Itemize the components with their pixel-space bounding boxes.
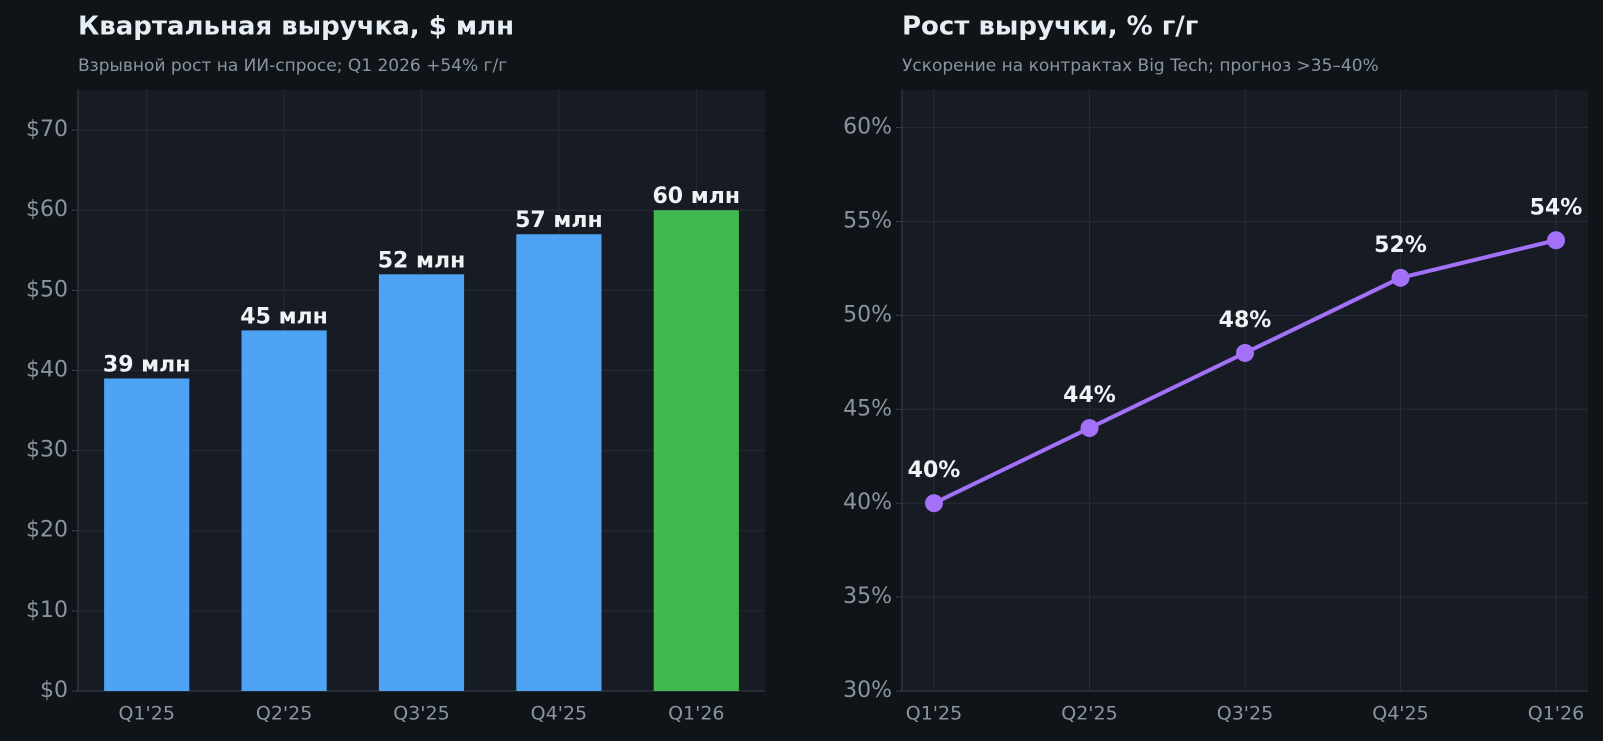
y-tick-label: 30% (843, 678, 892, 703)
point (1391, 268, 1410, 287)
chart-subtitle: Ускорение на контрактах Big Tech; прогно… (902, 56, 1379, 76)
value-label: 45 млн (240, 304, 328, 329)
x-tick-label: Q2'25 (256, 703, 312, 725)
y-tick-label: 40% (843, 490, 892, 515)
y-tick-label: $30 (26, 438, 68, 463)
value-label: 57 млн (515, 208, 603, 233)
chart-title: Рост выручки, % г/г (902, 12, 1198, 42)
value-label: 44% (1063, 383, 1116, 408)
y-tick-label: $40 (26, 357, 68, 382)
point (925, 494, 943, 513)
point (1080, 419, 1099, 438)
y-tick-label: 45% (843, 396, 892, 421)
x-tick-label: Q3'25 (1217, 703, 1273, 725)
bar (241, 330, 327, 691)
bar (378, 274, 465, 691)
chart-subtitle: Взрывной рост на ИИ-спросе; Q1 2026 +54%… (78, 56, 507, 76)
point (1236, 343, 1254, 362)
value-label: 39 млн (103, 352, 191, 377)
x-tick-label: Q1'25 (118, 703, 174, 725)
y-tick-label: $10 (26, 598, 68, 623)
y-tick-label: $0 (40, 678, 68, 703)
y-tick-label: 55% (843, 208, 892, 233)
y-tick-label: 35% (843, 584, 892, 609)
y-tick-label: $50 (26, 277, 68, 302)
y-tick-label: $60 (26, 197, 68, 222)
bar (516, 234, 602, 692)
x-tick-label: Q1'26 (1528, 703, 1584, 725)
value-label: 60 млн (653, 184, 741, 209)
x-tick-label: Q1'26 (668, 703, 724, 725)
x-tick-label: Q2'25 (1061, 703, 1117, 725)
value-label: 52% (1374, 233, 1427, 258)
x-tick-label: Q4'25 (1372, 703, 1428, 725)
y-tick-label: 50% (843, 302, 892, 327)
value-label: 54% (1530, 195, 1583, 220)
x-tick-label: Q3'25 (393, 703, 449, 725)
value-label: 52 млн (378, 248, 466, 273)
x-tick-label: Q1'25 (906, 703, 962, 725)
y-tick-label: $20 (26, 518, 68, 543)
value-label: 48% (1219, 308, 1272, 333)
value-label: 40% (908, 458, 961, 483)
y-tick-label: $70 (26, 117, 68, 142)
chart-title: Квартальная выручка, $ млн (78, 12, 514, 42)
x-tick-label: Q4'25 (531, 703, 587, 725)
point (1547, 231, 1565, 250)
bar (653, 210, 739, 691)
y-tick-label: 60% (843, 115, 892, 140)
bar (104, 378, 190, 691)
